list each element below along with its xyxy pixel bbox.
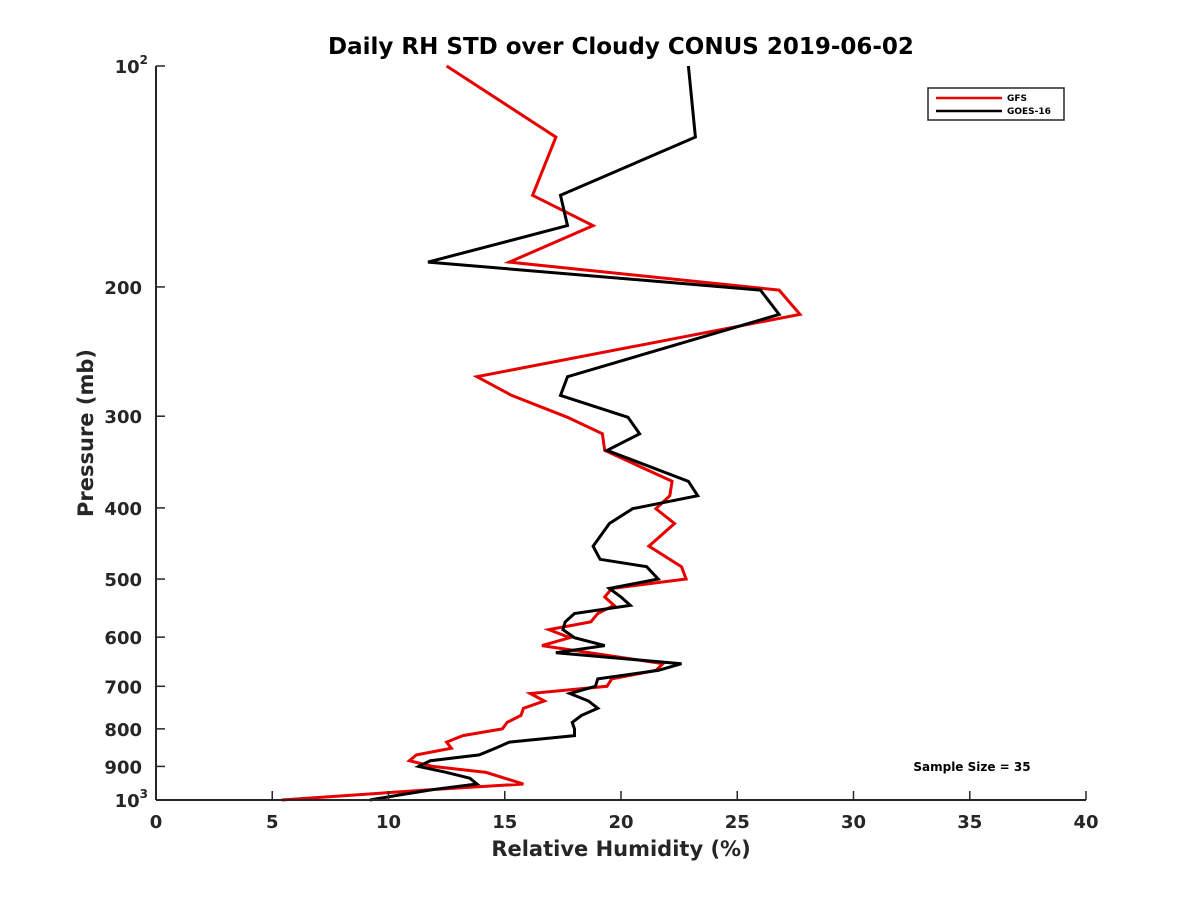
y-tick-label-exponent: 2: [140, 53, 148, 67]
series-line-gfs: [281, 64, 803, 802]
y-tick-label-base: 10: [115, 57, 140, 78]
x-axis-ticks: 0 5 10 15 20 25 30 35 40: [150, 791, 1099, 833]
series-line-goes16: [369, 65, 782, 802]
x-axis-label: Relative Humidity (%): [491, 837, 750, 861]
x-tick-label: 25: [725, 812, 750, 833]
legend-label-goes16: GOES-16: [1007, 107, 1051, 117]
legend-label-gfs: GFS: [1007, 94, 1027, 104]
y-tick-label: 102: [115, 53, 148, 78]
series-layer: [281, 64, 803, 802]
legend: GFS GOES-16: [927, 87, 1065, 121]
x-tick-label: 30: [841, 812, 866, 833]
x-tick-label: 5: [266, 812, 279, 833]
x-tick-label: 20: [608, 812, 633, 833]
legend-box: [927, 87, 1065, 121]
x-tick-label: 10: [376, 812, 401, 833]
x-tick-label: 15: [492, 812, 517, 833]
y-tick-label: 600: [104, 628, 142, 649]
y-tick-label: 103: [115, 787, 148, 812]
y-axis-label: Pressure (mb): [74, 349, 98, 517]
y-tick-label-exponent: 3: [140, 787, 148, 801]
y-tick-label: 700: [104, 677, 142, 698]
x-tick-label: 0: [150, 812, 163, 833]
x-tick-label: 40: [1073, 812, 1098, 833]
y-tick-label-base: 10: [115, 791, 140, 812]
y-tick-label: 300: [104, 407, 142, 428]
sample-size-annotation: Sample Size = 35: [913, 760, 1030, 774]
chart-title: Daily RH STD over Cloudy CONUS 2019-06-0…: [328, 34, 914, 60]
y-tick-label: 400: [104, 499, 142, 520]
y-tick-label: 500: [104, 570, 142, 591]
x-tick-label: 35: [957, 812, 982, 833]
y-tick-label: 200: [104, 278, 142, 299]
y-tick-label: 900: [104, 757, 142, 778]
y-tick-label: 800: [104, 720, 142, 741]
